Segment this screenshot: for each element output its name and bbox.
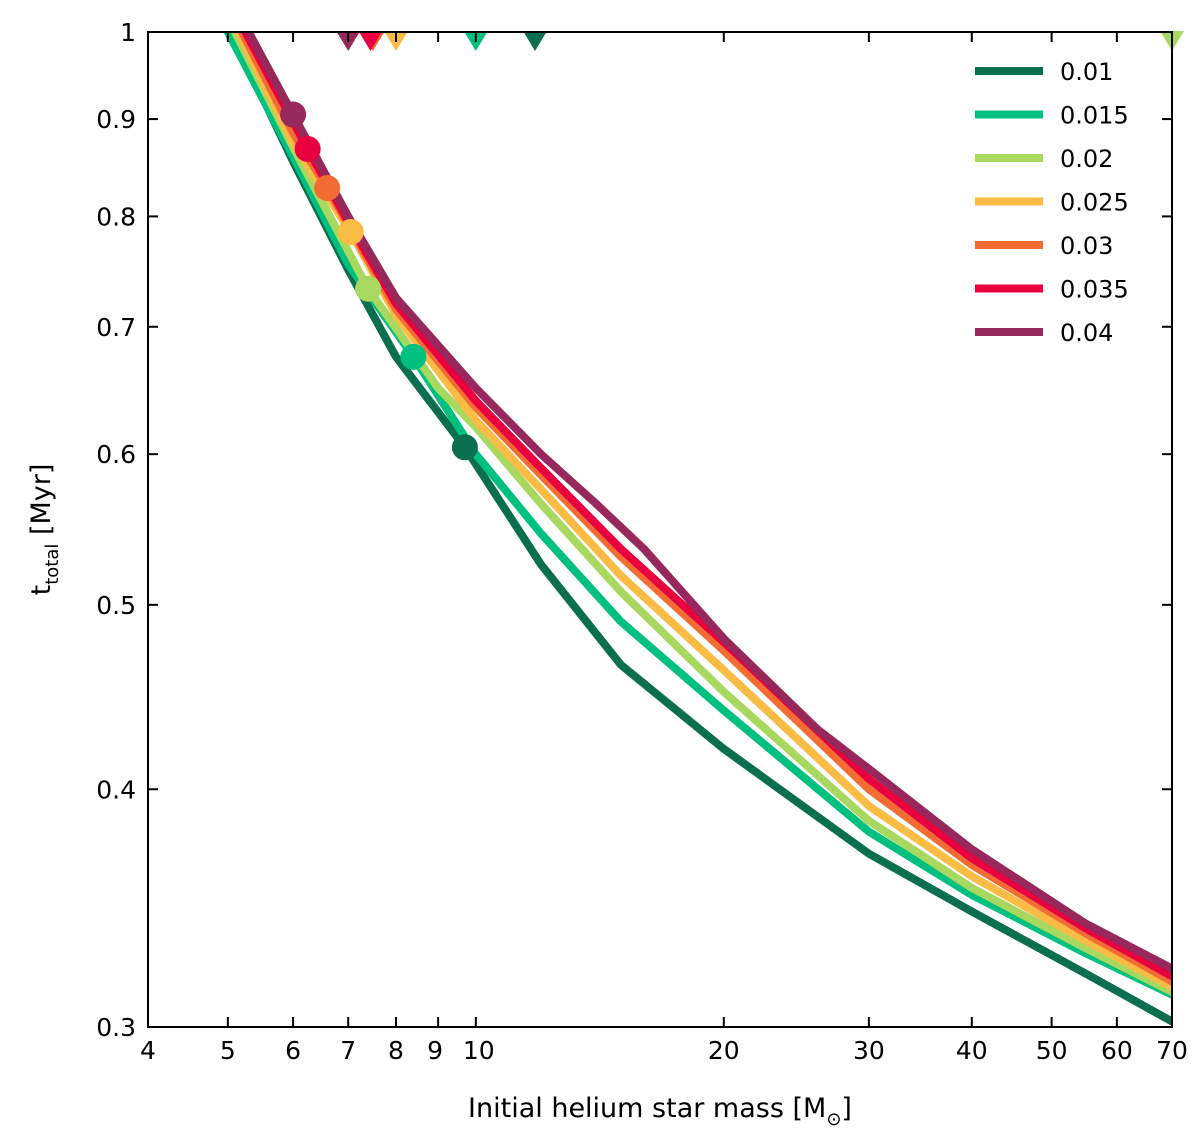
y-tick-label-0.9: 0.9 — [96, 105, 136, 134]
y-tick-label-0.4: 0.4 — [96, 775, 136, 804]
plot-frame — [147, 31, 1173, 1028]
y-tick-label-0.6: 0.6 — [96, 440, 136, 469]
legend-label-0.04: 0.04 — [1060, 319, 1113, 347]
x-tick-label-8: 8 — [388, 1036, 404, 1065]
y-tick-label-1: 1 — [120, 18, 136, 47]
y-tick-label-0.7: 0.7 — [96, 313, 136, 342]
series-line-0.02 — [230, 32, 1172, 996]
series-line-0.015 — [223, 32, 1172, 999]
y-tick-label-0.5: 0.5 — [96, 591, 136, 620]
x-tick-label-6: 6 — [285, 1036, 301, 1065]
triangle-marker-0.035 — [358, 31, 383, 51]
x-tick-label-10: 10 — [463, 1036, 495, 1065]
x-tick-label-5: 5 — [220, 1036, 236, 1065]
legend-label-0.02: 0.02 — [1060, 145, 1113, 173]
x-tick-label-50: 50 — [1036, 1036, 1068, 1065]
legend-label-0.03: 0.03 — [1060, 232, 1113, 260]
y-tick-label-0.8: 0.8 — [96, 202, 136, 231]
x-tick-label-20: 20 — [708, 1036, 740, 1065]
circle-marker-0.025 — [337, 219, 364, 246]
y-axis-title: ttotal [Myr] — [26, 464, 63, 596]
circle-marker-0.04 — [280, 101, 307, 128]
y-axis-ticks: 0.3 0.4 0.5 0.6 0.7 0.8 0.9 1 — [96, 18, 1172, 1042]
y-tick-label-0.3: 0.3 — [96, 1013, 136, 1042]
circle-marker-0.03 — [314, 174, 341, 201]
legend-label-0.025: 0.025 — [1060, 189, 1129, 217]
circle-marker-0.01 — [451, 434, 478, 461]
circle-marker-0.02 — [355, 275, 382, 302]
legend-label-0.01: 0.01 — [1060, 58, 1113, 86]
legend-label-0.015: 0.015 — [1060, 102, 1129, 130]
legend-label-0.035: 0.035 — [1060, 276, 1129, 304]
x-tick-label-70: 70 — [1156, 1036, 1188, 1065]
x-tick-label-9: 9 — [427, 1036, 443, 1065]
x-tick-label-4: 4 — [140, 1036, 156, 1065]
x-tick-label-40: 40 — [956, 1036, 988, 1065]
legend: 0.01 0.015 0.02 0.025 0.03 0.035 0.04 — [975, 58, 1129, 347]
x-tick-label-60: 60 — [1101, 1036, 1133, 1065]
x-axis-title: Initial helium star mass [M⊙] — [468, 1093, 852, 1130]
series-lines — [223, 32, 1172, 1026]
x-axis-ticks: 4 5 6 7 8 9 10 20 30 40 50 60 70 — [140, 32, 1188, 1065]
circle-marker-0.015 — [400, 343, 427, 370]
x-tick-label-7: 7 — [340, 1036, 356, 1065]
x-tick-label-30: 30 — [853, 1036, 885, 1065]
triangle-marker-0.01 — [523, 31, 548, 51]
circle-marker-0.035 — [294, 135, 321, 162]
